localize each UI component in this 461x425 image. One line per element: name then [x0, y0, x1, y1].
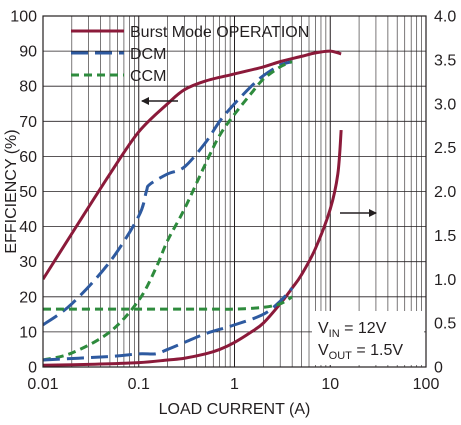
legend-label: Burst Mode OPERATION [130, 24, 309, 41]
right-tick-label: 2.0 [434, 184, 456, 201]
conditions-box: VIN = 12V VOUT = 1.5V [312, 311, 424, 365]
series-line-burst-mode-operation-power-loss [43, 129, 343, 367]
left-tick-labels: 0 10 20 30 40 50 60 70 80 90 100 [10, 9, 37, 377]
x-tick-label: 10 [321, 376, 339, 393]
right-tick-label: 0.5 [434, 316, 456, 333]
left-tick-label: 80 [19, 79, 37, 96]
series-layer [43, 49, 343, 367]
legend: Burst Mode OPERATION DCM CCM [71, 24, 309, 85]
series-line-ccm-power-loss [43, 295, 293, 311]
right-tick-label: 2.5 [434, 140, 456, 157]
left-tick-label: 100 [10, 9, 37, 26]
legend-label: CCM [130, 68, 166, 85]
right-tick-label: 1.5 [434, 228, 456, 245]
left-tick-label: 70 [19, 114, 37, 131]
right-tick-label: 3.5 [434, 52, 456, 69]
y-axis-title: EFFICIENCY (%) [3, 129, 20, 253]
left-tick-label: 0 [28, 360, 37, 377]
right-tick-label: 4.0 [434, 9, 456, 26]
vin-label: VIN = 12V [318, 320, 387, 340]
left-tick-label: 30 [19, 254, 37, 271]
series-line-ccm [43, 60, 293, 362]
legend-label: DCM [130, 46, 166, 63]
right-tick-label: 1.0 [434, 272, 456, 289]
left-tick-label: 50 [19, 184, 37, 201]
vin-sub: IN [329, 328, 340, 340]
x-tick-label: 1 [230, 376, 239, 393]
vout-main: V [318, 342, 329, 359]
series-line-dcm [43, 60, 293, 327]
left-tick-label: 90 [19, 44, 37, 61]
left-tick-label: 20 [19, 289, 37, 306]
plot-frame [42, 15, 427, 368]
series-line-dcm-power-loss [43, 287, 294, 362]
vout-label: VOUT = 1.5V [318, 342, 403, 362]
x-tick-labels: 0.01 0.1 1 10 100 [27, 376, 439, 393]
left-tick-label: 40 [19, 219, 37, 236]
x-tick-label: 0.01 [27, 376, 58, 393]
right-tick-label: 3.0 [434, 96, 456, 113]
right-tick-label: 0 [434, 360, 443, 377]
x-tick-label: 0.1 [128, 376, 150, 393]
right-tick-labels: 0 0.5 1.0 1.5 2.0 2.5 3.0 3.5 4.0 [434, 9, 456, 377]
vout-rest: = 1.5V [352, 342, 403, 359]
vin-main: V [318, 320, 329, 337]
x-tick-label: 100 [413, 376, 440, 393]
series-line-burst-mode-operation [43, 49, 342, 281]
x-axis-title: LOAD CURRENT (A) [159, 401, 311, 418]
vout-sub: OUT [329, 350, 353, 362]
left-tick-label: 60 [19, 149, 37, 166]
left-tick-label: 10 [19, 324, 37, 341]
vin-rest: = 12V [340, 320, 387, 337]
